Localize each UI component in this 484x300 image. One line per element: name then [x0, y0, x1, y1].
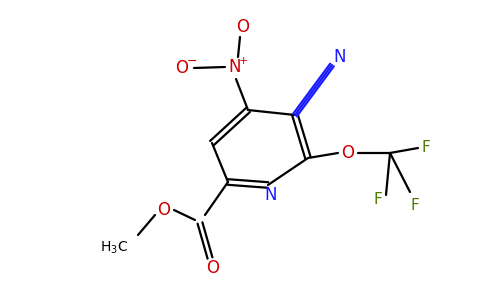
Text: N: N: [229, 58, 241, 76]
Text: N: N: [265, 186, 277, 204]
Text: +: +: [238, 56, 248, 66]
Text: O: O: [157, 201, 170, 219]
Text: O: O: [176, 59, 188, 77]
Text: O: O: [207, 259, 220, 277]
Text: O: O: [342, 144, 354, 162]
Text: F: F: [422, 140, 430, 155]
Text: N: N: [334, 48, 346, 66]
Text: O: O: [237, 18, 249, 36]
Text: H$_3$C: H$_3$C: [100, 240, 128, 256]
Text: F: F: [410, 197, 419, 212]
Text: −: −: [187, 55, 197, 68]
Text: F: F: [374, 193, 382, 208]
